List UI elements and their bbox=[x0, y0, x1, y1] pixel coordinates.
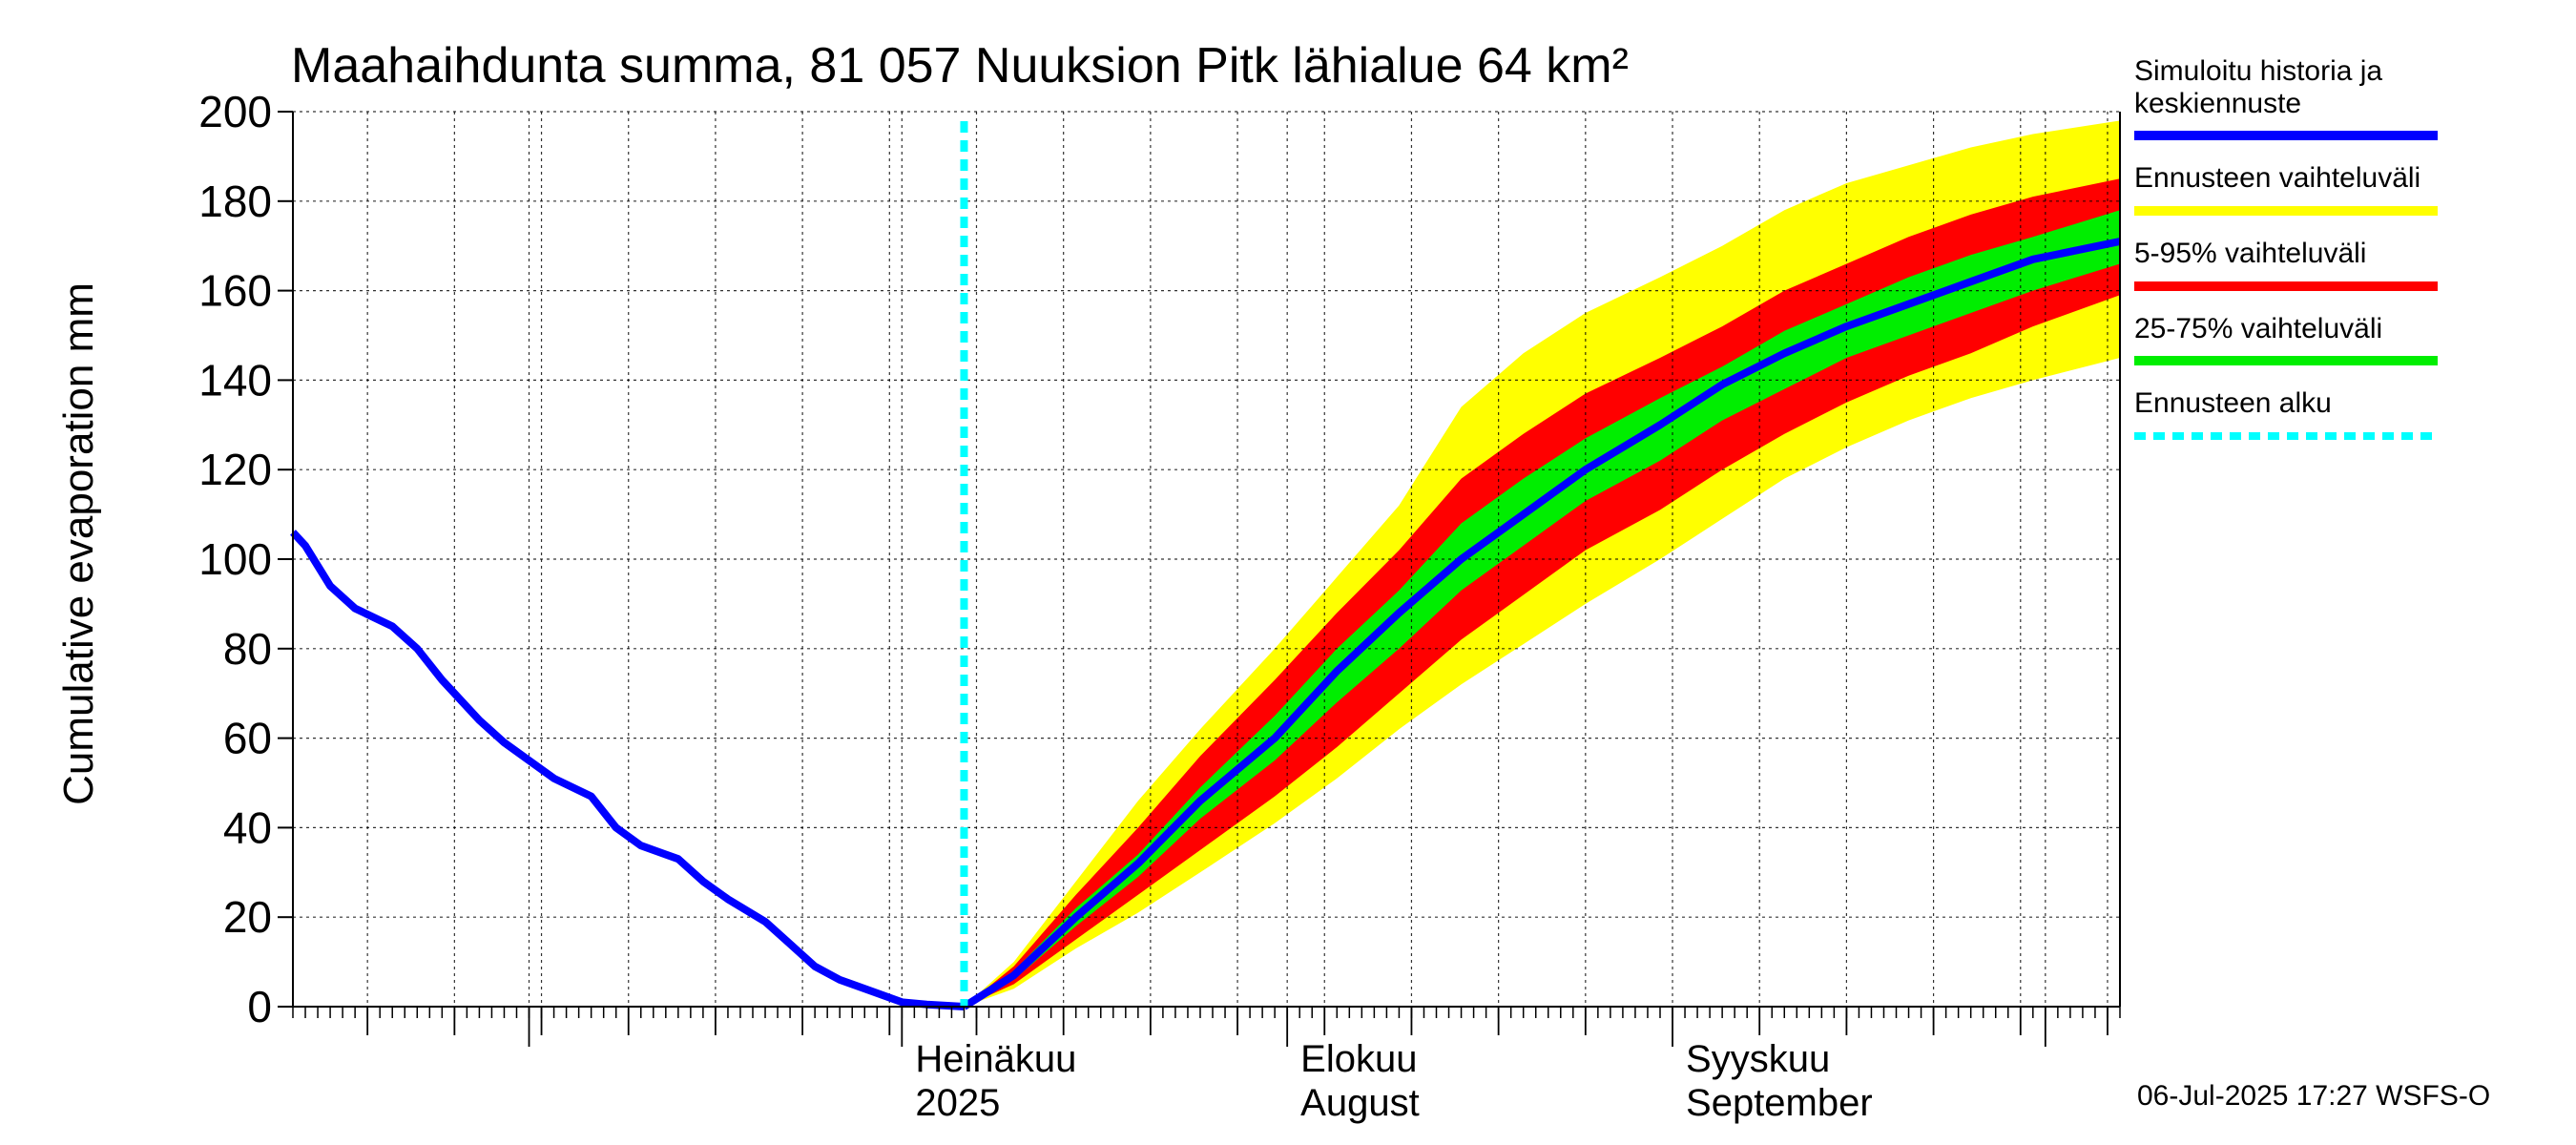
y-tick-label: 20 bbox=[223, 892, 272, 942]
y-tick-label: 200 bbox=[198, 87, 272, 136]
legend-label-5-95: 5-95% vaihteluväli bbox=[2134, 238, 2366, 269]
y-tick-label: 40 bbox=[223, 802, 272, 852]
legend-label-forecast-start: Ennusteen alku bbox=[2134, 387, 2332, 419]
legend-label-history: Simuloitu historia ja bbox=[2134, 55, 2382, 87]
footer-timestamp: 06-Jul-2025 17:27 WSFS-O bbox=[2137, 1080, 2490, 1112]
band-25-75 bbox=[964, 210, 2120, 1007]
x-month-sublabel: 2025 bbox=[915, 1082, 1000, 1124]
line-keskiennuste bbox=[962, 238, 2121, 1010]
x-month-label: Syyskuu bbox=[1686, 1038, 1830, 1080]
y-tick-label: 140 bbox=[198, 355, 272, 405]
y-tick-label: 120 bbox=[198, 445, 272, 494]
y-tick-label: 80 bbox=[223, 624, 272, 674]
legend-label-range: Ennusteen vaihteluväli bbox=[2134, 162, 2420, 194]
axes: 0 20 40 60 80 100 120 140 160 180 200 Cumulative ev… bbox=[55, 87, 2121, 1124]
line-simuloitu-historia bbox=[290, 530, 965, 1010]
grid-lines bbox=[293, 111, 2120, 1008]
x-month-label: Elokuu bbox=[1300, 1038, 1417, 1080]
series-lines bbox=[290, 121, 2121, 1010]
legend-label-history-line2: keskiennuste bbox=[2134, 88, 2301, 119]
y-tick-label: 160 bbox=[198, 266, 272, 316]
x-month-sublabel: September bbox=[1686, 1082, 1873, 1124]
y-axis-label: Cumulative evaporation mm bbox=[55, 282, 102, 805]
x-month-label: Heinäkuu bbox=[915, 1038, 1076, 1080]
band-5-95 bbox=[964, 178, 2120, 1008]
y-tick-label: 60 bbox=[223, 714, 272, 763]
legend-label-25-75: 25-75% vaihteluväli bbox=[2134, 313, 2382, 344]
chart-title: Maahaihdunta summa, 81 057 Nuuksion Pitk… bbox=[291, 38, 1629, 94]
forecast-bands bbox=[964, 120, 2120, 1008]
y-tick-label: 100 bbox=[198, 534, 272, 584]
y-tick-label: 0 bbox=[247, 982, 272, 1031]
x-month-sublabel: August bbox=[1300, 1082, 1420, 1124]
y-tick-label: 180 bbox=[198, 177, 272, 226]
